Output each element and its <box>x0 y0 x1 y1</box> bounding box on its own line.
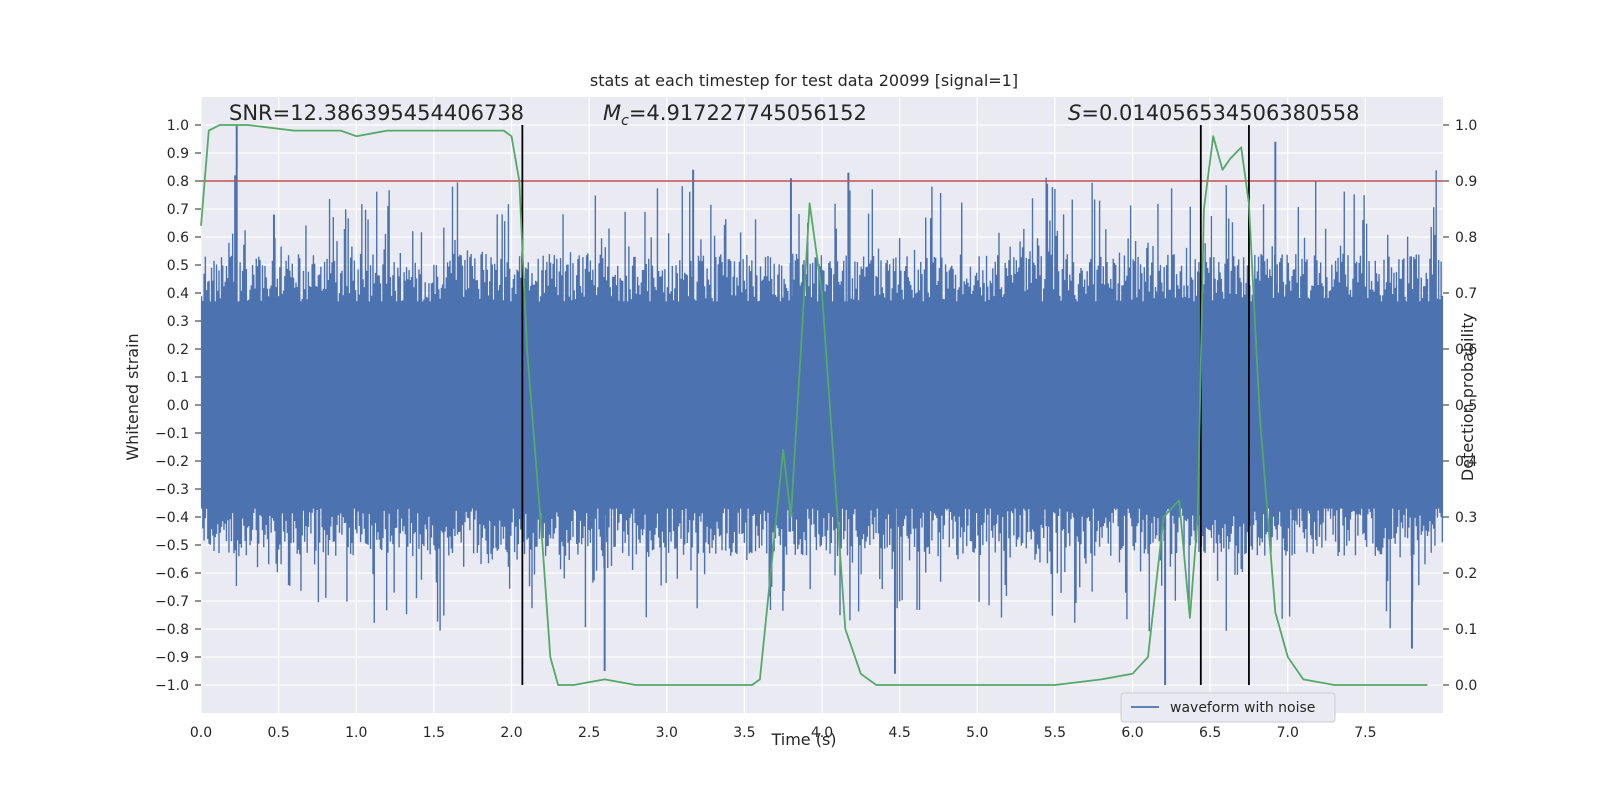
right-tick-label: 0.7 <box>1455 286 1477 302</box>
s-annotation: S=0.014056534506380558 <box>1068 101 1359 125</box>
x-tick-label: 6.5 <box>1199 725 1221 741</box>
x-tick-label: 2.0 <box>500 725 522 741</box>
x-tick-label: 3.0 <box>656 725 678 741</box>
left-tick-label: −0.2 <box>155 454 189 470</box>
right-tick-label: 0.9 <box>1455 174 1477 190</box>
x-tick-label: 1.0 <box>345 725 367 741</box>
right-tick-label: 0.3 <box>1455 510 1477 526</box>
left-tick-label: 0.3 <box>167 314 189 330</box>
left-tick-label: −0.7 <box>155 594 189 610</box>
snr-annotation: SNR=12.386395454406738 <box>229 101 524 125</box>
right-tick-label: 0.8 <box>1455 230 1477 246</box>
x-tick-label: 0.0 <box>190 725 212 741</box>
left-tick-label: −0.3 <box>155 482 189 498</box>
left-tick-label: −0.6 <box>155 566 189 582</box>
x-tick-label: 6.0 <box>1121 725 1143 741</box>
left-tick-label: 1.0 <box>167 118 189 134</box>
left-tick-label: 0.2 <box>167 342 189 358</box>
left-tick-label: 0.6 <box>167 230 189 246</box>
x-tick-label: 2.5 <box>578 725 600 741</box>
x-tick-label: 5.5 <box>1044 725 1066 741</box>
strain-peaks <box>234 125 1413 685</box>
strain-core-band <box>201 301 1443 509</box>
left-tick-label: 0.1 <box>167 370 189 386</box>
chirp-mass-annotation: Mc=4.917227745056152 <box>603 101 867 129</box>
left-tick-label: −0.5 <box>155 538 189 554</box>
x-tick-label: 4.5 <box>888 725 910 741</box>
strain-series <box>200 170 1444 632</box>
left-tick-label: −0.1 <box>155 426 189 442</box>
s-value: =0.014056534506380558 <box>1081 101 1359 125</box>
x-tick-label: 3.5 <box>733 725 755 741</box>
chart-title: stats at each timestep for test data 200… <box>590 71 1018 90</box>
left-tick-label: −0.8 <box>155 622 189 638</box>
legend: waveform with noise <box>1120 692 1336 723</box>
left-tick-label: 0.4 <box>167 286 189 302</box>
legend-label: waveform with noise <box>1170 700 1315 716</box>
left-tick-label: −1.0 <box>155 678 189 694</box>
left-tick-label: 0.8 <box>167 174 189 190</box>
legend-box <box>1120 692 1336 723</box>
right-tick-label: 0.1 <box>1455 622 1477 638</box>
right-y-axis-label: Detection probability <box>1458 313 1477 481</box>
left-y-axis: 1.0 0.9 0.8 0.7 0.6 0.5 0.4 0.3 0.2 0.1 0.0 −0.1 −0.… <box>155 118 201 694</box>
probability-line <box>200 124 1428 686</box>
mc-symbol: M <box>603 101 621 125</box>
x-tick-label: 5.0 <box>966 725 988 741</box>
right-tick-label: 0.4 <box>1455 454 1477 470</box>
mc-value: =4.917227745056152 <box>629 101 867 125</box>
left-y-axis-label: Whitened strain <box>123 333 142 460</box>
left-tick-label: 0.7 <box>167 202 189 218</box>
left-tick-label: −0.9 <box>155 650 189 666</box>
x-tick-label: 7.5 <box>1354 725 1376 741</box>
x-axis-label: Time (s) <box>770 730 836 749</box>
x-tick-label: 1.5 <box>423 725 445 741</box>
s-symbol: S <box>1068 101 1081 125</box>
right-tick-label: 0.6 <box>1455 342 1477 358</box>
left-tick-label: 0.5 <box>167 258 189 274</box>
x-axis: 0.0 0.5 1.0 1.5 2.0 2.5 3.0 3.5 4.0 4.5 5.0 5.5 6.0 6… <box>190 725 1377 741</box>
left-tick-label: 0.0 <box>167 398 189 414</box>
x-tick-label: 0.5 <box>267 725 289 741</box>
right-tick-label: 0.5 <box>1455 398 1477 414</box>
right-tick-label: 0.0 <box>1455 678 1477 694</box>
mc-subscript: c <box>621 113 629 129</box>
left-tick-label: −0.4 <box>155 510 189 526</box>
x-tick-label: 4.0 <box>811 725 833 741</box>
x-tick-label: 7.0 <box>1277 725 1299 741</box>
right-tick-label: 0.2 <box>1455 566 1477 582</box>
left-tick-label: 0.9 <box>167 146 189 162</box>
right-y-axis: 1.0 0.9 0.8 0.7 0.6 0.5 0.4 0.3 0.2 0.1 0.0 <box>1443 118 1477 694</box>
right-tick-label: 1.0 <box>1455 118 1477 134</box>
